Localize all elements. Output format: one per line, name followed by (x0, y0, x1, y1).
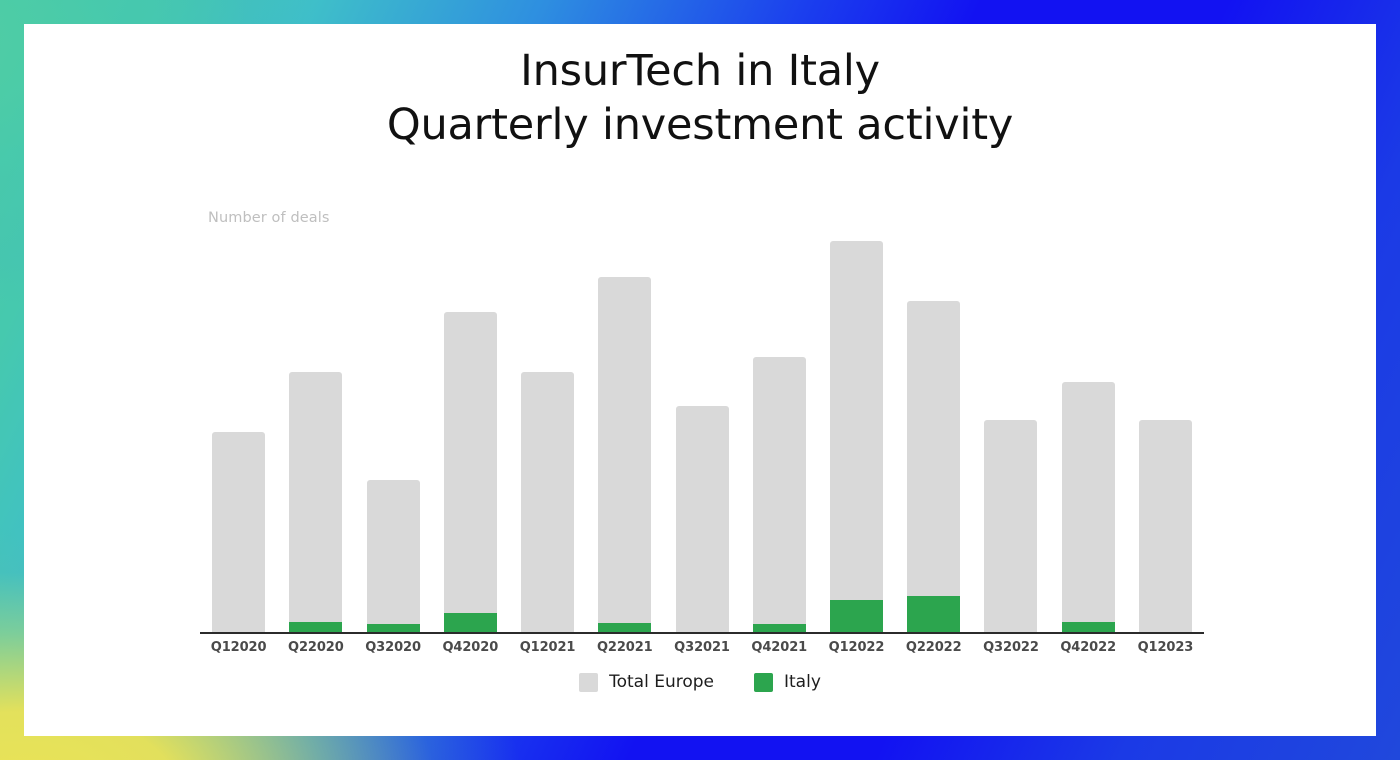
bar-slot (895, 234, 972, 634)
title-line-2: Quarterly investment activity (386, 100, 1014, 150)
bar-total-europe[interactable] (443, 312, 497, 634)
x-tick-label: Q32020 (365, 640, 421, 655)
legend-entry[interactable]: Italy (754, 672, 821, 692)
bar-slot (277, 234, 354, 634)
bar-column[interactable] (829, 241, 883, 634)
bar-slot (432, 234, 509, 634)
bar-total-europe[interactable] (829, 241, 883, 634)
y-axis-caption: Number of deals (208, 210, 330, 226)
x-tick-label: Q12023 (1137, 640, 1194, 655)
legend-items: Total Europe Italy (24, 672, 1376, 692)
bar-slot (1127, 234, 1204, 634)
bar-slot (200, 234, 277, 634)
bar-column[interactable] (598, 277, 652, 634)
bar-total-europe[interactable] (752, 357, 806, 634)
bar-chart-plot-area (200, 210, 1204, 634)
bar-total-europe[interactable] (289, 372, 343, 634)
bar-total-europe[interactable] (984, 420, 1038, 634)
bar-column[interactable] (675, 406, 729, 634)
bar-total-europe[interactable] (1138, 420, 1192, 634)
bar-group (200, 234, 1204, 634)
slide-card: InsurTech in Italy Quarterly investment … (24, 24, 1376, 736)
bar-total-europe[interactable] (675, 406, 729, 634)
bar-column[interactable] (212, 432, 266, 634)
bar-italy[interactable] (907, 596, 961, 634)
x-tick-label: Q22020 (288, 640, 344, 655)
bar-total-europe[interactable] (521, 372, 575, 634)
legend-swatch-icon (754, 672, 773, 692)
x-axis-line (200, 632, 1204, 634)
bar-italy[interactable] (752, 624, 806, 634)
legend-swatch-icon (579, 672, 599, 692)
bar-column[interactable] (907, 301, 961, 634)
bar-slot (663, 234, 740, 634)
bar-slot (354, 234, 431, 634)
bar-column[interactable] (366, 480, 420, 634)
bar-column[interactable] (521, 372, 575, 634)
legend-label: Total Europe (609, 672, 714, 692)
bar-italy[interactable] (366, 624, 420, 634)
bar-total-europe[interactable] (1061, 382, 1115, 634)
bar-column[interactable] (752, 357, 806, 634)
bar-italy[interactable] (289, 622, 343, 634)
x-tick-label: Q42022 (1060, 640, 1117, 655)
bar-italy[interactable] (1061, 622, 1115, 634)
x-tick-label: Q12020 (210, 640, 267, 655)
bar-slot (1050, 234, 1127, 634)
bar-total-europe[interactable] (598, 277, 652, 634)
bar-column[interactable] (1138, 420, 1192, 634)
x-axis-tick-labels: Q12020 Q22020 Q32020 Q42020 Q12021 Q22021 Q320… (200, 640, 1204, 655)
x-tick-label: Q42021 (751, 640, 808, 655)
bar-slot (741, 234, 818, 634)
bar-column[interactable] (984, 420, 1038, 634)
bar-slot (586, 234, 663, 634)
bar-column[interactable] (289, 372, 343, 634)
x-tick-label: Q12022 (828, 640, 885, 655)
bar-italy[interactable] (598, 623, 652, 634)
bar-slot (972, 234, 1049, 634)
bar-slot (509, 234, 586, 634)
bar-slot (818, 234, 895, 634)
legend-label: Italy (784, 672, 821, 692)
x-tick-label: Q12021 (519, 640, 576, 655)
bar-italy[interactable] (829, 600, 883, 634)
x-tick-label: Q22021 (596, 640, 653, 655)
bar-column[interactable] (443, 312, 497, 634)
title-line-1: InsurTech in Italy (520, 46, 880, 96)
x-tick-label: Q32022 (983, 640, 1039, 655)
x-tick-label: Q32021 (674, 640, 730, 655)
x-tick-label: Q22022 (905, 640, 962, 655)
page-title: InsurTech in Italy Quarterly investment … (24, 44, 1376, 152)
bar-column[interactable] (1061, 382, 1115, 634)
bar-total-europe[interactable] (907, 301, 961, 634)
bar-total-europe[interactable] (366, 480, 420, 634)
bar-total-europe[interactable] (212, 432, 266, 634)
legend-entry[interactable]: Total Europe (579, 672, 714, 692)
bar-italy[interactable] (443, 613, 497, 634)
x-tick-label: Q42020 (442, 640, 499, 655)
